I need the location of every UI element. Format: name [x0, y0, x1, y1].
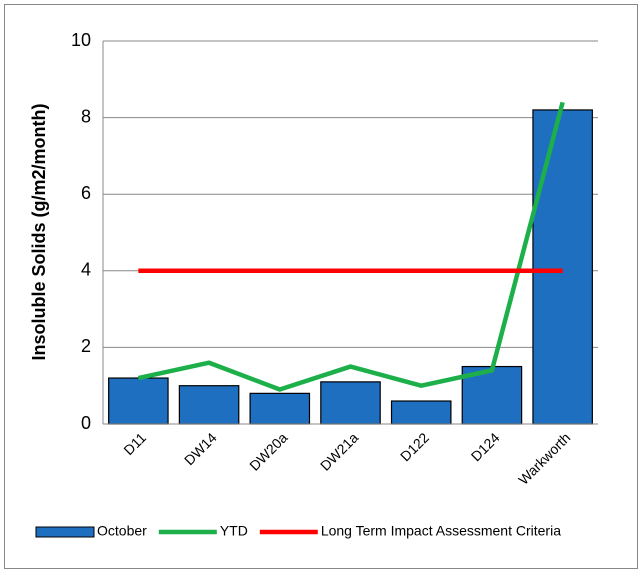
y-tick-label: 10 [71, 30, 91, 50]
bar [249, 392, 311, 425]
bar [532, 109, 593, 425]
line [137, 101, 565, 392]
legend-label: October [97, 523, 147, 539]
bar [108, 377, 169, 425]
y-axis-label: Insoluble Solids (g/m2/month) [29, 103, 49, 360]
chart-border [4, 4, 638, 569]
y-tick-label: 0 [81, 413, 91, 433]
bar [390, 400, 452, 425]
legend-label: Long Term Impact Assessment Criteria [321, 523, 561, 539]
legend-label: YTD [220, 523, 248, 539]
y-tick-label: 8 [81, 106, 91, 126]
bar [178, 385, 240, 425]
legend-swatch [35, 526, 95, 538]
bar [320, 381, 381, 425]
y-tick-label: 6 [81, 183, 91, 203]
y-tick-label: 4 [81, 260, 91, 280]
y-tick-label: 2 [81, 336, 91, 356]
